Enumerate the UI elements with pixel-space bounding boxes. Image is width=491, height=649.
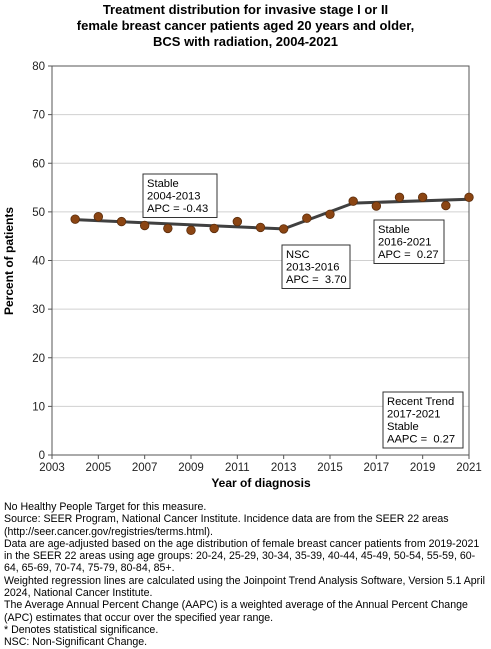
annotation-text: AAPC = 0.27 xyxy=(387,434,455,446)
data-point xyxy=(302,213,312,223)
y-tick-label: 10 xyxy=(32,401,45,413)
annotation-text: NSC xyxy=(286,249,310,261)
annotation-frame xyxy=(281,244,351,289)
annotation-text: 2004-2013 xyxy=(147,191,201,203)
footnote-target: No Healthy People Target for this measur… xyxy=(4,501,207,513)
trend-line xyxy=(75,197,470,231)
y-tick-label: 0 xyxy=(39,450,45,462)
y-tick-label: 70 xyxy=(32,110,45,122)
data-point xyxy=(441,200,451,211)
x-tick-label: 2019 xyxy=(410,462,436,474)
data-point xyxy=(394,192,405,202)
data-point xyxy=(139,220,150,231)
data-point xyxy=(163,223,173,234)
data-point xyxy=(209,223,219,234)
data-point xyxy=(255,222,266,233)
y-axis-label: Percent of patients xyxy=(2,207,16,315)
data-point xyxy=(325,209,335,220)
chart-title-line-3: BCS with radiation, 2004-2021 xyxy=(153,34,338,49)
data-point xyxy=(348,196,358,206)
annotation-text: 2013-2016 xyxy=(286,262,340,274)
chart-title-line-1: Treatment distribution for invasive stag… xyxy=(102,2,389,17)
annotation-text: 2017-2021 xyxy=(387,409,441,421)
annotation-frame xyxy=(142,173,218,218)
footnote-source: Source: SEER Program, National Cancer In… xyxy=(4,513,452,538)
annotation-frame xyxy=(382,391,464,449)
data-point xyxy=(417,192,428,202)
data-point xyxy=(278,224,289,234)
x-tick-label: 2021 xyxy=(456,462,482,474)
data-point xyxy=(371,201,382,211)
footnotes: No Healthy People Target for this measur… xyxy=(4,501,488,649)
annotation-text: APC = 0.27 xyxy=(378,249,439,261)
footnote-regression: Weighted regression lines are calculated… xyxy=(4,574,488,600)
footnote-significance: * Denotes statistical significance. xyxy=(4,623,159,636)
annotation-text: Recent Trend xyxy=(387,396,454,408)
annotation-text: Stable xyxy=(147,178,179,190)
annotation-text: Stable xyxy=(378,224,410,236)
y-tick-label: 50 xyxy=(32,207,45,219)
y-tick-label: 60 xyxy=(32,158,45,170)
x-tick-label: 2015 xyxy=(317,462,343,474)
x-tick-label: 2005 xyxy=(86,462,112,474)
x-tick-label: 2007 xyxy=(132,462,158,474)
line-chart: 0 10 20 30 40 50 60 70 80 2003 2005 2007 2009 2011 201… xyxy=(2,61,482,490)
chart-title-line-2: female breast cancer patients aged 20 ye… xyxy=(76,18,415,33)
x-tick-label: 2009 xyxy=(178,462,204,474)
y-tick-label: 30 xyxy=(32,304,45,316)
x-axis-label: Year of diagnosis xyxy=(211,476,311,490)
x-tick-label: 2013 xyxy=(271,462,297,474)
annotation-text: Stable xyxy=(387,421,419,433)
data-point xyxy=(186,225,196,236)
data-point xyxy=(116,216,127,227)
annotation-text: 2016-2021 xyxy=(378,237,432,249)
data-point xyxy=(93,212,104,222)
y-tick-label: 40 xyxy=(32,256,45,268)
annotation-text: APC = 3.70 xyxy=(286,274,347,286)
data-point xyxy=(232,216,243,227)
chart-title: Treatment distribution for invasive stag… xyxy=(0,2,491,50)
footnote-aapc: The Average Annual Percent Change (AAPC)… xyxy=(4,599,471,624)
footnote-age-adjusted: Data are age-adjusted based on the age d… xyxy=(4,537,483,575)
y-tick-label: 80 xyxy=(32,61,45,73)
x-tick-label: 2003 xyxy=(39,462,65,474)
x-tick-label: 2017 xyxy=(364,462,390,474)
x-tick-label: 2011 xyxy=(225,462,250,474)
y-tick-label: 20 xyxy=(32,353,45,365)
data-point xyxy=(464,192,474,202)
data-point xyxy=(70,214,80,224)
trend-line-segment xyxy=(75,197,470,231)
footnote-nsc: NSC: Non-Significant Change. xyxy=(4,636,148,649)
annotation-text: APC = -0.43 xyxy=(147,203,208,215)
axis-ticks: 0 10 20 30 40 50 60 70 80 2003 2005 2007 2009 2011 201… xyxy=(32,61,482,474)
observed-points xyxy=(70,192,474,236)
annotation-frame xyxy=(373,219,445,264)
